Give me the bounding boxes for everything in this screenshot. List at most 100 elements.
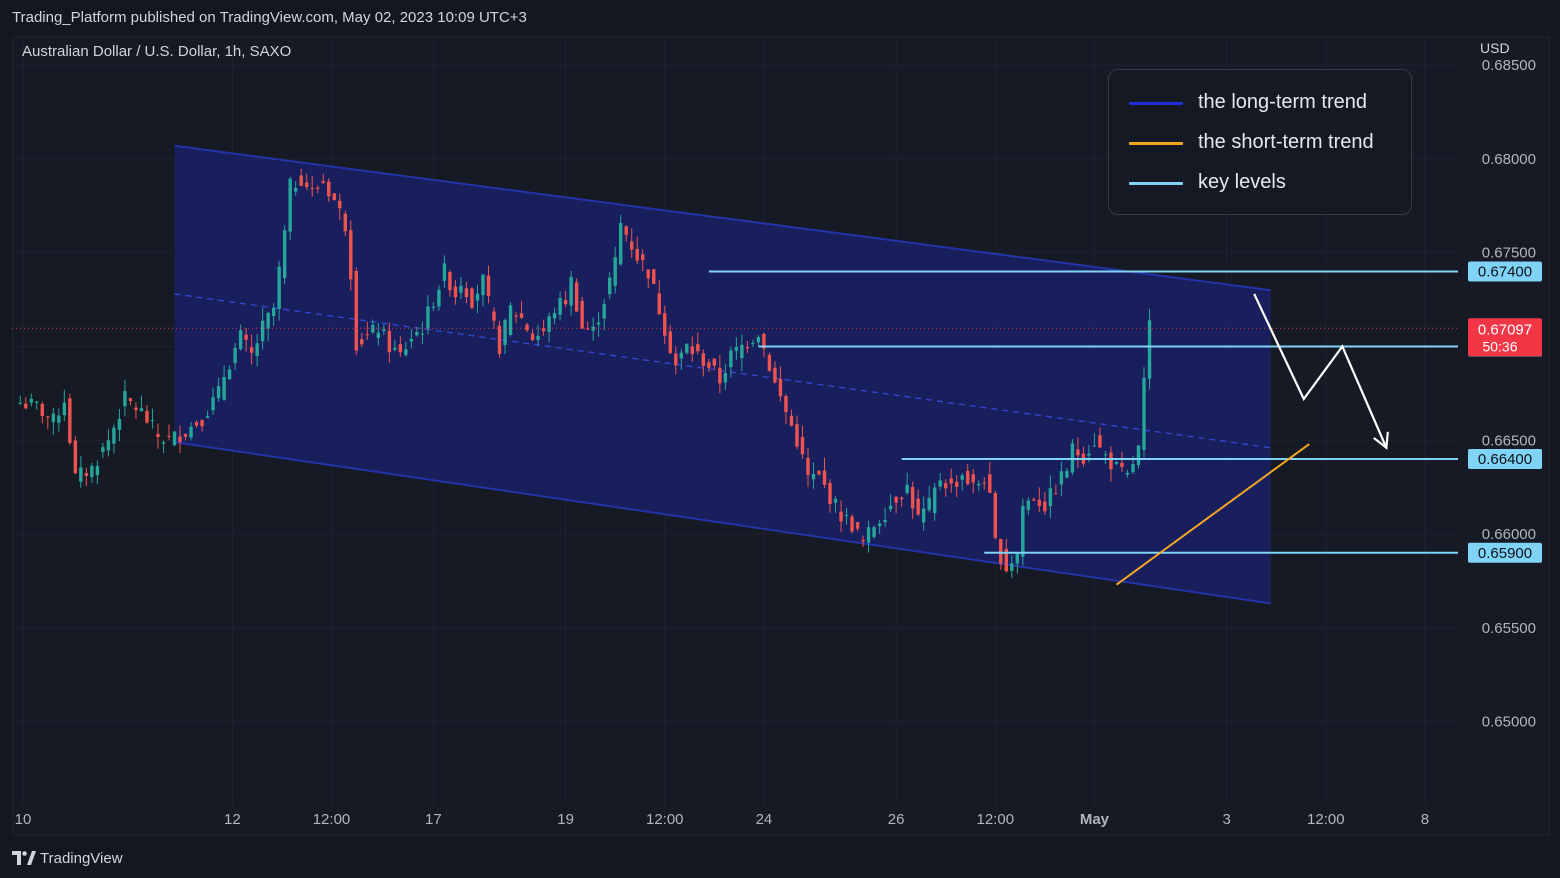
candle-body	[106, 440, 111, 451]
candle-body	[828, 482, 832, 504]
candle-body	[751, 343, 755, 345]
current-price-label: 0.67097	[1478, 321, 1532, 338]
candle-body	[227, 369, 232, 380]
candle-body	[718, 367, 722, 384]
candle-body	[547, 316, 551, 332]
candle-body	[657, 293, 661, 315]
current-price-tag	[1468, 318, 1542, 357]
candle-body	[894, 496, 898, 503]
candle-body	[696, 344, 700, 352]
legend-item-long-term: the long-term trend	[1109, 82, 1411, 122]
candle-body	[745, 346, 750, 349]
candle-body	[249, 347, 254, 353]
candle-body	[630, 241, 634, 250]
projection-arrowhead	[1373, 431, 1389, 450]
channel-upper-line	[174, 144, 1271, 292]
candle-body	[932, 487, 937, 514]
candle-body	[453, 286, 458, 298]
candle-body	[68, 398, 72, 443]
legend-box: the long-term trend the short-term trend…	[1108, 69, 1412, 215]
candle-body	[646, 269, 650, 279]
candle-body	[1004, 548, 1009, 572]
candle-body	[971, 474, 975, 483]
y-tick-label: 0.66000	[1482, 526, 1536, 543]
candle-body	[459, 285, 463, 293]
candle-body	[139, 408, 144, 412]
y-tick-label: 0.65000	[1482, 714, 1536, 731]
overlays	[12, 270, 1458, 586]
candle-body	[861, 539, 865, 542]
candle-body	[321, 181, 325, 183]
candle-body	[481, 274, 485, 296]
candle-body	[349, 230, 353, 280]
currency-label: USD	[1480, 40, 1510, 56]
candle-body	[183, 434, 188, 437]
tradingview-brand: TradingView	[40, 849, 123, 867]
candle-body	[773, 367, 777, 383]
x-tick-label: 24	[756, 811, 773, 828]
candle-body	[316, 187, 320, 189]
candle-body	[1015, 552, 1020, 564]
candle-body	[905, 484, 909, 493]
candle-body	[1021, 506, 1025, 557]
candle-body	[1059, 471, 1064, 485]
candle-body	[255, 343, 259, 356]
candle-body	[1043, 501, 1047, 512]
symbol-title[interactable]: Australian Dollar / U.S. Dollar, 1h, SAX…	[22, 43, 292, 60]
candle-body	[607, 277, 612, 295]
x-tick-label: 12	[224, 811, 241, 828]
candle-body	[172, 431, 177, 446]
candle-body	[762, 333, 766, 349]
legend-label-long-term: the long-term trend	[1198, 91, 1367, 113]
candle-body	[723, 372, 728, 383]
candle-body	[112, 427, 116, 444]
candle-body	[988, 474, 992, 493]
x-tick-label: 12:00	[313, 811, 351, 828]
candle-body	[382, 329, 386, 332]
candle-body	[205, 416, 210, 419]
key-level-tag-label: 0.66400	[1478, 451, 1532, 468]
candle-body	[552, 313, 557, 319]
candle-body	[90, 465, 94, 477]
candle-body	[1010, 563, 1014, 571]
candle-body	[1131, 464, 1135, 473]
candle-body	[784, 396, 788, 413]
candle-body	[839, 511, 843, 522]
short-term-trendline	[1115, 443, 1310, 586]
candle-body	[101, 447, 105, 453]
candle-body	[866, 527, 871, 543]
channel-fill	[174, 145, 1271, 604]
tradingview-footer[interactable]: TradingView	[12, 846, 123, 870]
candle-body	[95, 465, 100, 476]
countdown-label: 50:36	[1482, 338, 1517, 354]
key-level-tag	[1468, 542, 1542, 563]
candle-body	[652, 269, 656, 284]
candle-body	[668, 331, 672, 353]
candle-body	[574, 282, 579, 312]
x-tick-label: 8	[1421, 811, 1429, 828]
candle-body	[1054, 493, 1058, 495]
x-tick-label: 26	[888, 811, 905, 828]
candle-body	[156, 434, 160, 438]
candle-body	[332, 193, 336, 201]
candle-body	[117, 418, 122, 430]
candle-body	[734, 346, 739, 351]
candle-body	[729, 350, 733, 368]
candle-body	[663, 313, 667, 336]
candle-body	[492, 311, 496, 321]
candle-body	[806, 457, 810, 476]
candle-body	[51, 413, 56, 423]
candle-body	[464, 288, 469, 298]
candle-body	[1136, 445, 1141, 466]
candle-body	[955, 481, 959, 487]
y-tick-label: 0.67500	[1482, 245, 1536, 262]
candle-body	[877, 523, 882, 527]
candle-body	[29, 398, 33, 403]
candle-body	[305, 182, 309, 188]
candle-body	[211, 397, 215, 411]
candle-body	[1092, 445, 1097, 447]
legend-label-key-levels: key levels	[1198, 171, 1286, 193]
candle-body	[833, 498, 838, 503]
candle-body	[271, 308, 276, 317]
candle-body	[916, 498, 920, 515]
